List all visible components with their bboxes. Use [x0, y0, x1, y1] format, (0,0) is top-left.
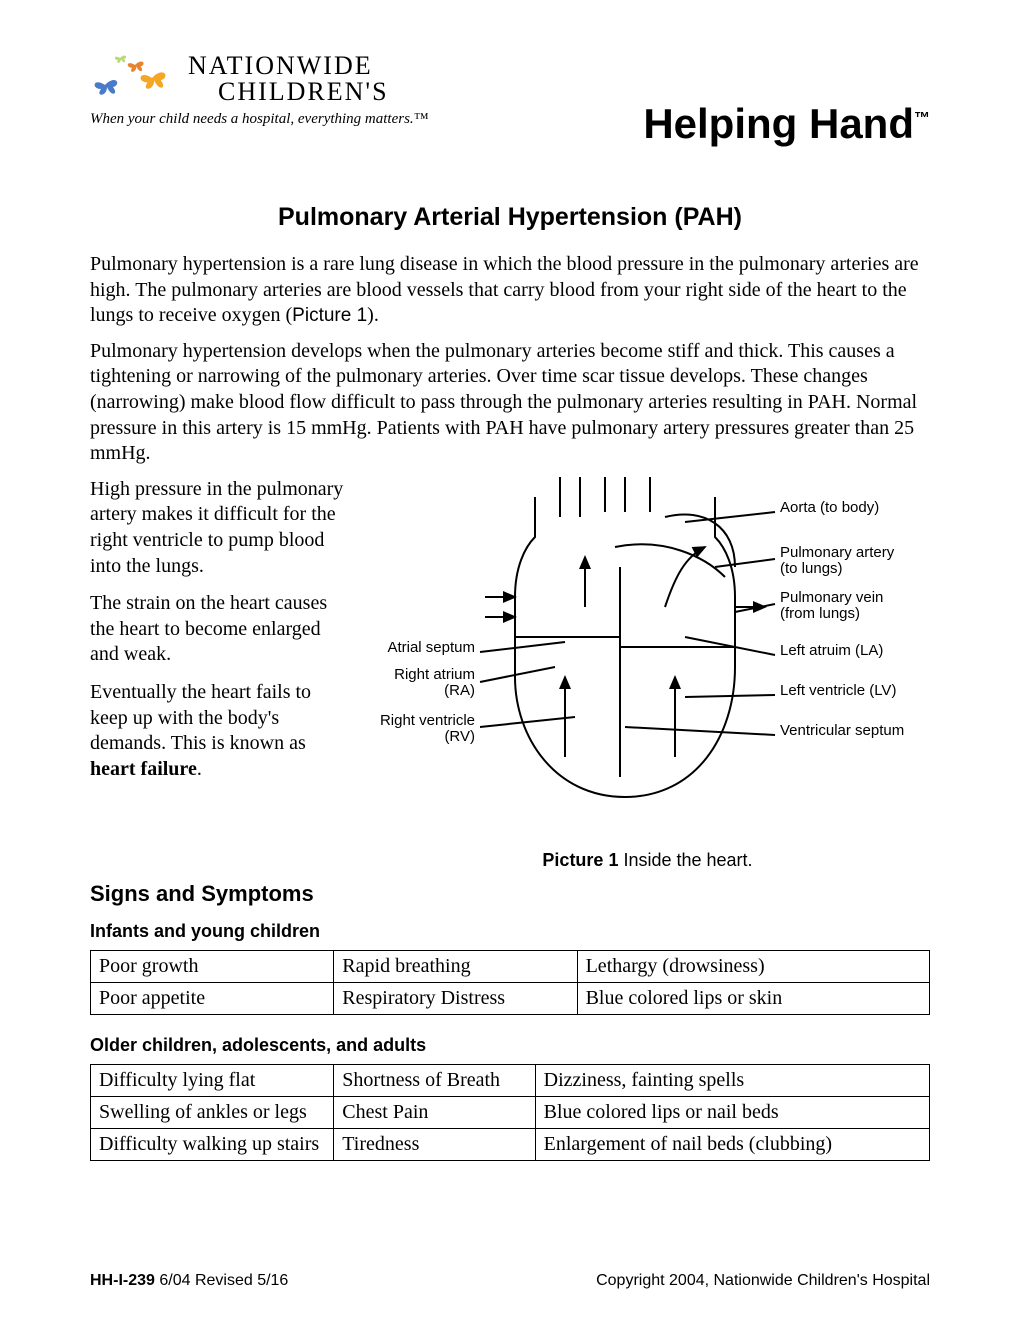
svg-text:Left atruim (LA): Left atruim (LA): [780, 642, 883, 659]
svg-text:Ventricular septum: Ventricular septum: [780, 722, 904, 739]
symptoms-table-1: Poor growthRapid breathingLethargy (drow…: [90, 950, 930, 1015]
svg-text:(RV): (RV): [444, 728, 475, 745]
svg-text:Right ventricle: Right ventricle: [380, 712, 475, 729]
table-cell: Rapid breathing: [334, 950, 577, 982]
table-cell: Swelling of ankles or legs: [91, 1096, 334, 1128]
mid-section: High pressure in the pulmonary artery ma…: [90, 477, 930, 871]
svg-text:Pulmonary artery: Pulmonary artery: [780, 544, 895, 561]
logo-line2: CHILDREN'S: [218, 79, 389, 105]
table-cell: Difficulty walking up stairs: [91, 1128, 334, 1160]
intro-para-1: Pulmonary hypertension is a rare lung di…: [90, 252, 930, 329]
page-title: Pulmonary Arterial Hypertension (PAH): [90, 203, 930, 232]
helping-hand-brand: Helping Hand™: [643, 100, 930, 148]
table-cell: Enlargement of nail beds (clubbing): [535, 1128, 929, 1160]
para1-text-c: ).: [367, 304, 379, 326]
table-row: Difficulty walking up stairsTirednessEnl…: [91, 1128, 930, 1160]
subheading-2: Older children, adolescents, and adults: [90, 1035, 930, 1056]
table-cell: Chest Pain: [334, 1096, 535, 1128]
table-cell: Poor growth: [91, 950, 334, 982]
table-cell: Poor appetite: [91, 982, 334, 1014]
heart-diagram: Atrial septum Right atrium(RA) Right ventr…: [365, 477, 930, 871]
svg-text:Left ventricle (LV): Left ventricle (LV): [780, 682, 896, 699]
diagram-caption: Picture 1 Inside the heart.: [365, 850, 930, 871]
copyright: Copyright 2004, Nationwide Children's Ho…: [596, 1272, 930, 1290]
left-p3c: .: [197, 758, 202, 780]
left-p3a: Eventually the heart fails to keep up wi…: [90, 681, 311, 754]
symptoms-table-2: Difficulty lying flatShortness of Breath…: [90, 1064, 930, 1161]
svg-text:(from lungs): (from lungs): [780, 605, 860, 622]
left-p1: High pressure in the pulmonary artery ma…: [90, 477, 345, 579]
subheading-1: Infants and young children: [90, 921, 930, 942]
svg-text:Aorta (to body): Aorta (to body): [780, 499, 879, 516]
logo-tagline: When your child needs a hospital, everyt…: [90, 111, 428, 128]
left-column: High pressure in the pulmonary artery ma…: [90, 477, 345, 871]
table-cell: Difficulty lying flat: [91, 1064, 334, 1096]
svg-text:(RA): (RA): [444, 682, 475, 699]
left-p2: The strain on the heart causes the heart…: [90, 591, 345, 668]
svg-text:Pulmonary vein: Pulmonary vein: [780, 589, 883, 606]
logo-block: NATIONWIDE CHILDREN'S When your child ne…: [90, 50, 428, 128]
table-row: Poor growthRapid breathingLethargy (drow…: [91, 950, 930, 982]
doc-id-block: HH-I-239 6/04 Revised 5/16: [90, 1272, 288, 1290]
caption-rest: Inside the heart.: [618, 850, 752, 870]
svg-text:Atrial septum: Atrial septum: [387, 639, 475, 656]
table-row: Swelling of ankles or legsChest PainBlue…: [91, 1096, 930, 1128]
logo-text: NATIONWIDE CHILDREN'S: [188, 53, 389, 105]
table-cell: Blue colored lips or skin: [577, 982, 929, 1014]
logo-line1: NATIONWIDE: [188, 53, 389, 79]
caption-bold: Picture 1: [542, 850, 618, 870]
svg-text:Right atrium: Right atrium: [394, 666, 475, 683]
brand-text: Helping Hand: [643, 100, 914, 147]
table-row: Poor appetiteRespiratory DistressBlue co…: [91, 982, 930, 1014]
para1-text-a: Pulmonary hypertension is a rare lung di…: [90, 253, 919, 326]
left-p3b: heart failure: [90, 758, 197, 780]
doc-id: HH-I-239: [90, 1272, 155, 1289]
table-cell: Tiredness: [334, 1128, 535, 1160]
page-footer: HH-I-239 6/04 Revised 5/16 Copyright 200…: [90, 1272, 930, 1290]
intro-para-2: Pulmonary hypertension develops when the…: [90, 339, 930, 467]
section-heading: Signs and Symptoms: [90, 881, 930, 907]
table-cell: Shortness of Breath: [334, 1064, 535, 1096]
page-header: NATIONWIDE CHILDREN'S When your child ne…: [90, 50, 930, 148]
table-cell: Blue colored lips or nail beds: [535, 1096, 929, 1128]
brand-tm: ™: [914, 110, 930, 127]
table-row: Difficulty lying flatShortness of Breath…: [91, 1064, 930, 1096]
svg-text:(to lungs): (to lungs): [780, 560, 843, 577]
table-cell: Dizziness, fainting spells: [535, 1064, 929, 1096]
table-cell: Respiratory Distress: [334, 982, 577, 1014]
butterflies-icon: [90, 50, 180, 105]
para1-ref: Picture 1: [292, 305, 367, 326]
table-cell: Lethargy (drowsiness): [577, 950, 929, 982]
doc-rev: 6/04 Revised 5/16: [155, 1272, 288, 1289]
heart-svg: Atrial septum Right atrium(RA) Right ventr…: [365, 477, 925, 837]
left-p3: Eventually the heart fails to keep up wi…: [90, 680, 345, 782]
